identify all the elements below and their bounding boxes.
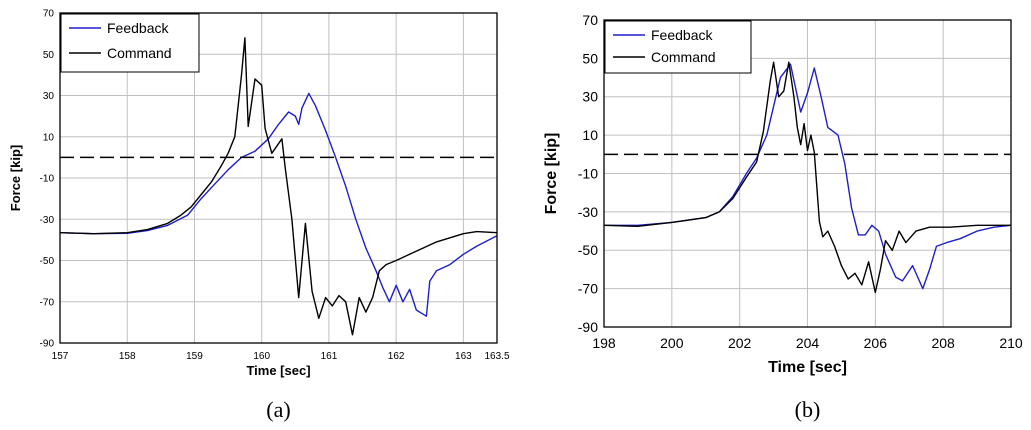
- y-tick-label: 10: [582, 127, 598, 143]
- x-tick-label: 157: [52, 351, 69, 362]
- y-tick-label: -70: [578, 281, 598, 297]
- plot-frame: [603, 19, 1012, 328]
- plot-frame: [59, 12, 498, 344]
- legend-label-command: Command: [107, 45, 172, 61]
- x-tick-label: 210: [999, 335, 1023, 351]
- x-tick-label: 204: [796, 335, 820, 351]
- y-axis-title: Force [kip]: [543, 133, 560, 215]
- y-tick-label: -10: [40, 174, 55, 185]
- legend-label-feedback: Feedback: [107, 20, 169, 36]
- y-tick-label: -30: [578, 204, 598, 220]
- y-tick-label: -90: [40, 339, 55, 350]
- chart-panel-a: 157 158 159 160 161 162 163 163.5 -90 -70 -50 -30 -1…: [8, 9, 510, 423]
- x-tick-label: 158: [119, 351, 136, 362]
- x-tick-label: 162: [388, 351, 405, 362]
- x-axis-title: Time [sec]: [246, 363, 310, 378]
- series-line-command: [603, 61, 1011, 294]
- series-line-command: [59, 37, 498, 336]
- chart-panel-b: 198 200 202 204 206 208 210 -90 -70 -50 -30 -10 10 30…: [543, 12, 1023, 422]
- legend-box: [60, 13, 200, 73]
- y-tick-label: -10: [578, 165, 598, 181]
- panel-caption: (b): [795, 397, 821, 422]
- x-tick-label: 161: [321, 351, 338, 362]
- y-tick-label: 70: [582, 12, 598, 28]
- x-tick-label: 208: [931, 335, 955, 351]
- x-tick-label: 198: [592, 335, 616, 351]
- x-axis-title: Time [sec]: [768, 359, 847, 376]
- y-tick-label: 30: [582, 89, 598, 105]
- panel-caption: (a): [266, 397, 290, 422]
- x-tick-label: 163.5: [484, 351, 509, 362]
- series-line-feedback: [604, 63, 1012, 290]
- legend-label-feedback: Feedback: [651, 27, 713, 43]
- legend-label-command: Command: [651, 49, 716, 65]
- y-tick-label: -50: [578, 242, 598, 258]
- series-line-feedback: [59, 92, 498, 317]
- y-axis-title: Force [kip]: [8, 145, 23, 211]
- y-tick-label: -50: [40, 256, 55, 267]
- legend-box: [604, 20, 752, 74]
- y-tick-label: 30: [43, 91, 55, 102]
- y-tick-label: -70: [40, 297, 55, 308]
- x-tick-label: 200: [660, 335, 684, 351]
- x-tick-label: 159: [186, 351, 203, 362]
- x-tick-label: 163: [455, 351, 472, 362]
- y-tick-label: -90: [578, 319, 598, 335]
- y-tick-label: 70: [43, 9, 55, 20]
- x-tick-label: 206: [864, 335, 888, 351]
- y-tick-label: 50: [43, 50, 55, 61]
- y-tick-label: 50: [582, 50, 598, 66]
- x-tick-label: 202: [728, 335, 752, 351]
- y-tick-label: 10: [43, 132, 55, 143]
- x-tick-label: 160: [253, 351, 270, 362]
- y-tick-label: -30: [40, 215, 55, 226]
